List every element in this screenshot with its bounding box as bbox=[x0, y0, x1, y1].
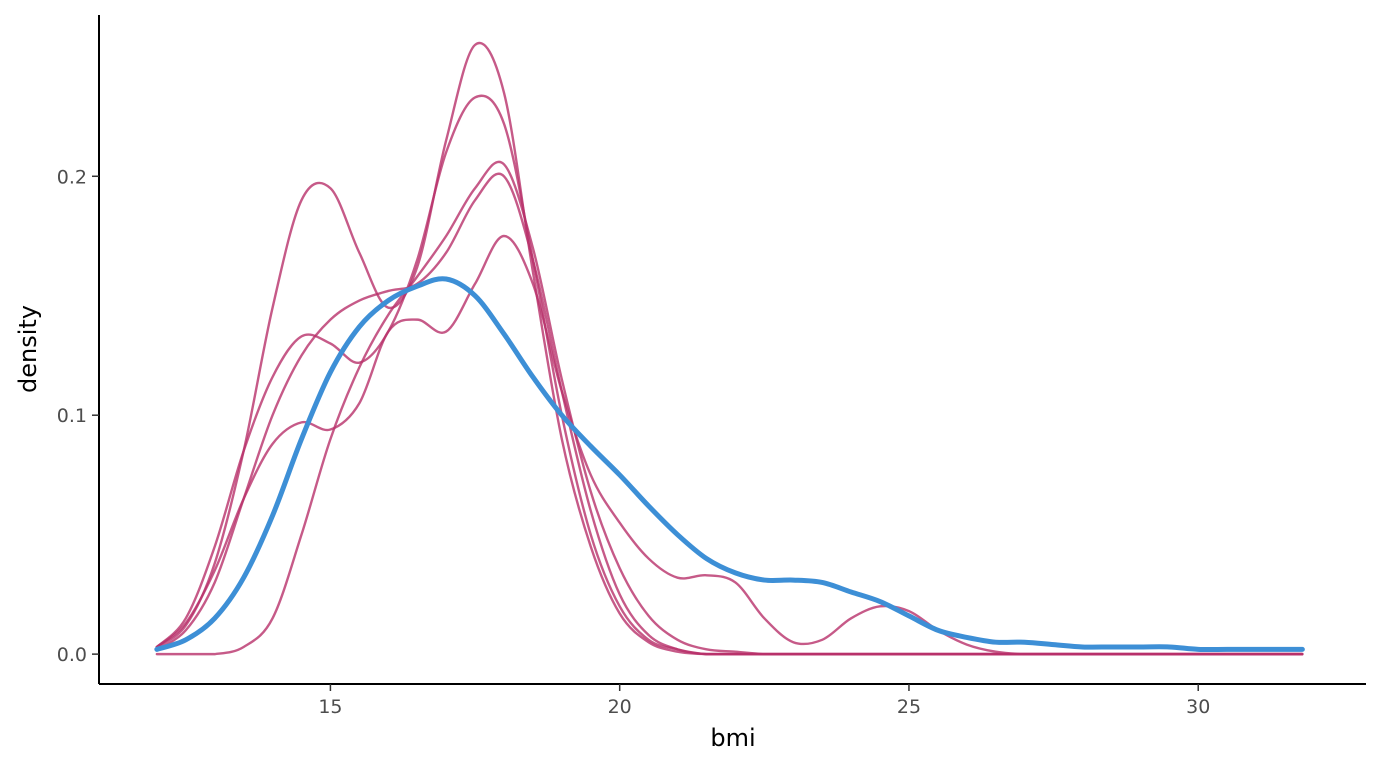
x-axis-title: bmi bbox=[710, 724, 755, 752]
imputed-density-line-3 bbox=[155, 172, 1304, 656]
axis-ticks: 15 20 25 30 0.0 0.1 0.2 bbox=[57, 166, 1211, 718]
imputed-density-line-1 bbox=[155, 41, 1304, 656]
y-tick-label: 0.0 bbox=[57, 644, 87, 666]
y-tick-label: 0.2 bbox=[57, 166, 87, 188]
x-tick-label: 15 bbox=[318, 696, 342, 718]
imputed-density-line-4 bbox=[155, 160, 1304, 656]
x-tick-label: 25 bbox=[897, 696, 921, 718]
density-lines bbox=[154, 41, 1305, 656]
y-axis-title: density bbox=[14, 305, 42, 393]
x-tick-label: 30 bbox=[1186, 696, 1210, 718]
observed-density-line bbox=[154, 276, 1305, 653]
y-tick-label: 0.1 bbox=[57, 405, 87, 427]
x-tick-label: 20 bbox=[608, 696, 632, 718]
imputed-density-line-5 bbox=[155, 234, 1304, 656]
